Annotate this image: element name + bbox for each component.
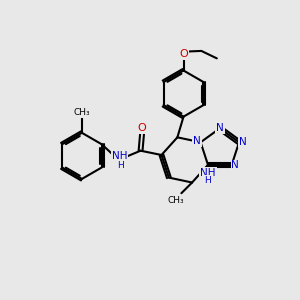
Text: N: N bbox=[231, 160, 239, 170]
Text: N: N bbox=[193, 136, 201, 146]
Text: O: O bbox=[138, 123, 146, 133]
Text: N: N bbox=[216, 123, 224, 133]
Text: NH: NH bbox=[200, 168, 216, 178]
Text: CH₃: CH₃ bbox=[74, 108, 90, 117]
Text: NH: NH bbox=[112, 152, 128, 161]
Text: CH₃: CH₃ bbox=[168, 196, 184, 205]
Text: H: H bbox=[204, 176, 211, 185]
Text: N: N bbox=[239, 137, 247, 147]
Text: O: O bbox=[179, 49, 188, 59]
Text: H: H bbox=[117, 161, 124, 170]
